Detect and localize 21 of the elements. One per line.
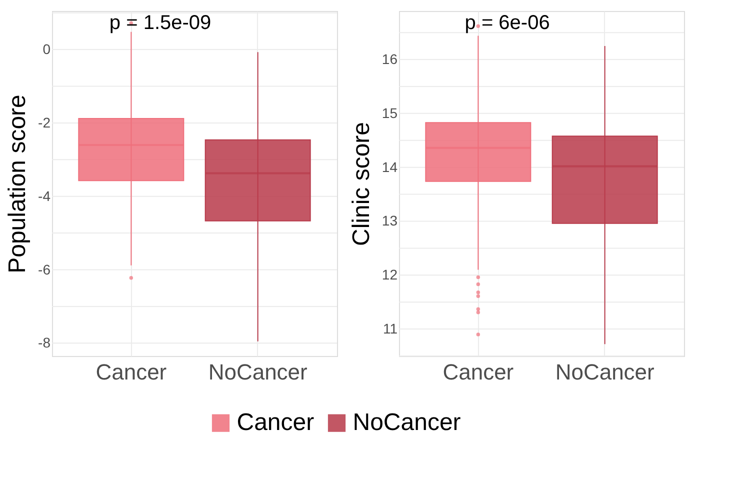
y-tick-label: -4 bbox=[38, 188, 51, 204]
x-tick-label: Cancer bbox=[96, 360, 167, 384]
y-tick-label: 0 bbox=[42, 41, 51, 58]
x-tick-label: NoCancer bbox=[208, 360, 308, 384]
annotation: p = 6e-06 bbox=[464, 12, 550, 34]
x-tick-label: NoCancer bbox=[555, 360, 654, 384]
y-tick-label: -6 bbox=[38, 261, 51, 278]
y-tick-label: 16 bbox=[382, 51, 398, 68]
y-tick-label: 12 bbox=[382, 266, 398, 283]
y-tick-label: -8 bbox=[38, 334, 51, 351]
legend-label: NoCancer bbox=[352, 409, 461, 436]
x-tick-label: Cancer bbox=[442, 360, 514, 384]
y-axis-title: Clinic score bbox=[348, 122, 375, 246]
y-tick-label: 15 bbox=[382, 104, 398, 121]
annotation: p = 1.5e-09 bbox=[109, 12, 212, 34]
legend-label: Cancer bbox=[236, 409, 314, 436]
y-tick-label: -2 bbox=[38, 114, 51, 130]
y-tick-label: 13 bbox=[382, 212, 398, 229]
y-tick-label: 11 bbox=[382, 320, 398, 337]
y-tick-label: 14 bbox=[382, 158, 398, 175]
y-axis-title: Population score bbox=[4, 94, 32, 274]
